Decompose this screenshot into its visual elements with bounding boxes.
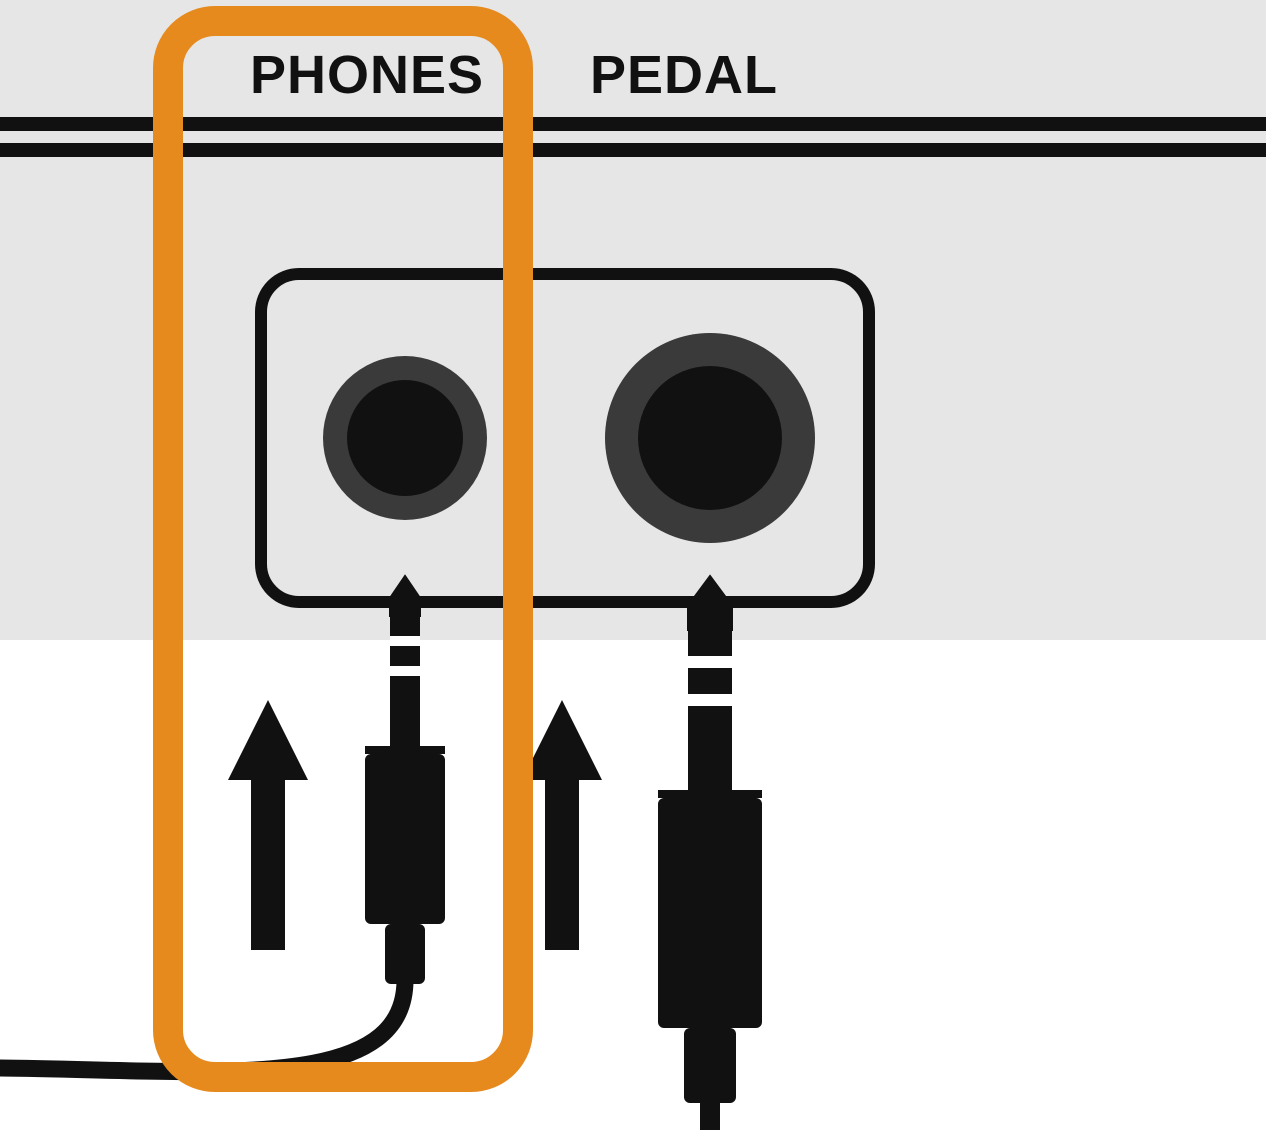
phones-highlight-box — [153, 6, 533, 1092]
